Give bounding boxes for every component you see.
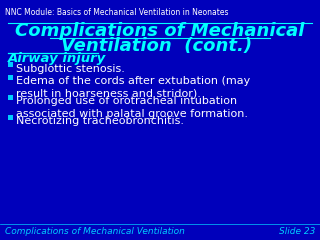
Text: Complications of Mechanical: Complications of Mechanical <box>15 22 305 40</box>
Text: NNC Module: Basics of Mechanical Ventilation in Neonates: NNC Module: Basics of Mechanical Ventila… <box>5 8 228 17</box>
Text: Airway injury: Airway injury <box>8 52 106 65</box>
Text: Prolonged use of orotracheal intubation
associated with palatal groove formation: Prolonged use of orotracheal intubation … <box>16 96 248 119</box>
Text: Slide 23: Slide 23 <box>279 227 315 236</box>
Bar <box>8 62 13 67</box>
Text: Edema of the cords after extubation (may
result in hoarseness and stridor).: Edema of the cords after extubation (may… <box>16 77 250 99</box>
Text: Ventilation  (cont.): Ventilation (cont.) <box>61 37 259 55</box>
Text: Necrotizing tracheobronchitis.: Necrotizing tracheobronchitis. <box>16 116 184 126</box>
Text: Complications of Mechanical Ventilation: Complications of Mechanical Ventilation <box>5 227 185 236</box>
Bar <box>8 75 13 80</box>
Bar <box>8 95 13 100</box>
Bar <box>8 115 13 120</box>
Text: Subglottic stenosis.: Subglottic stenosis. <box>16 64 125 73</box>
